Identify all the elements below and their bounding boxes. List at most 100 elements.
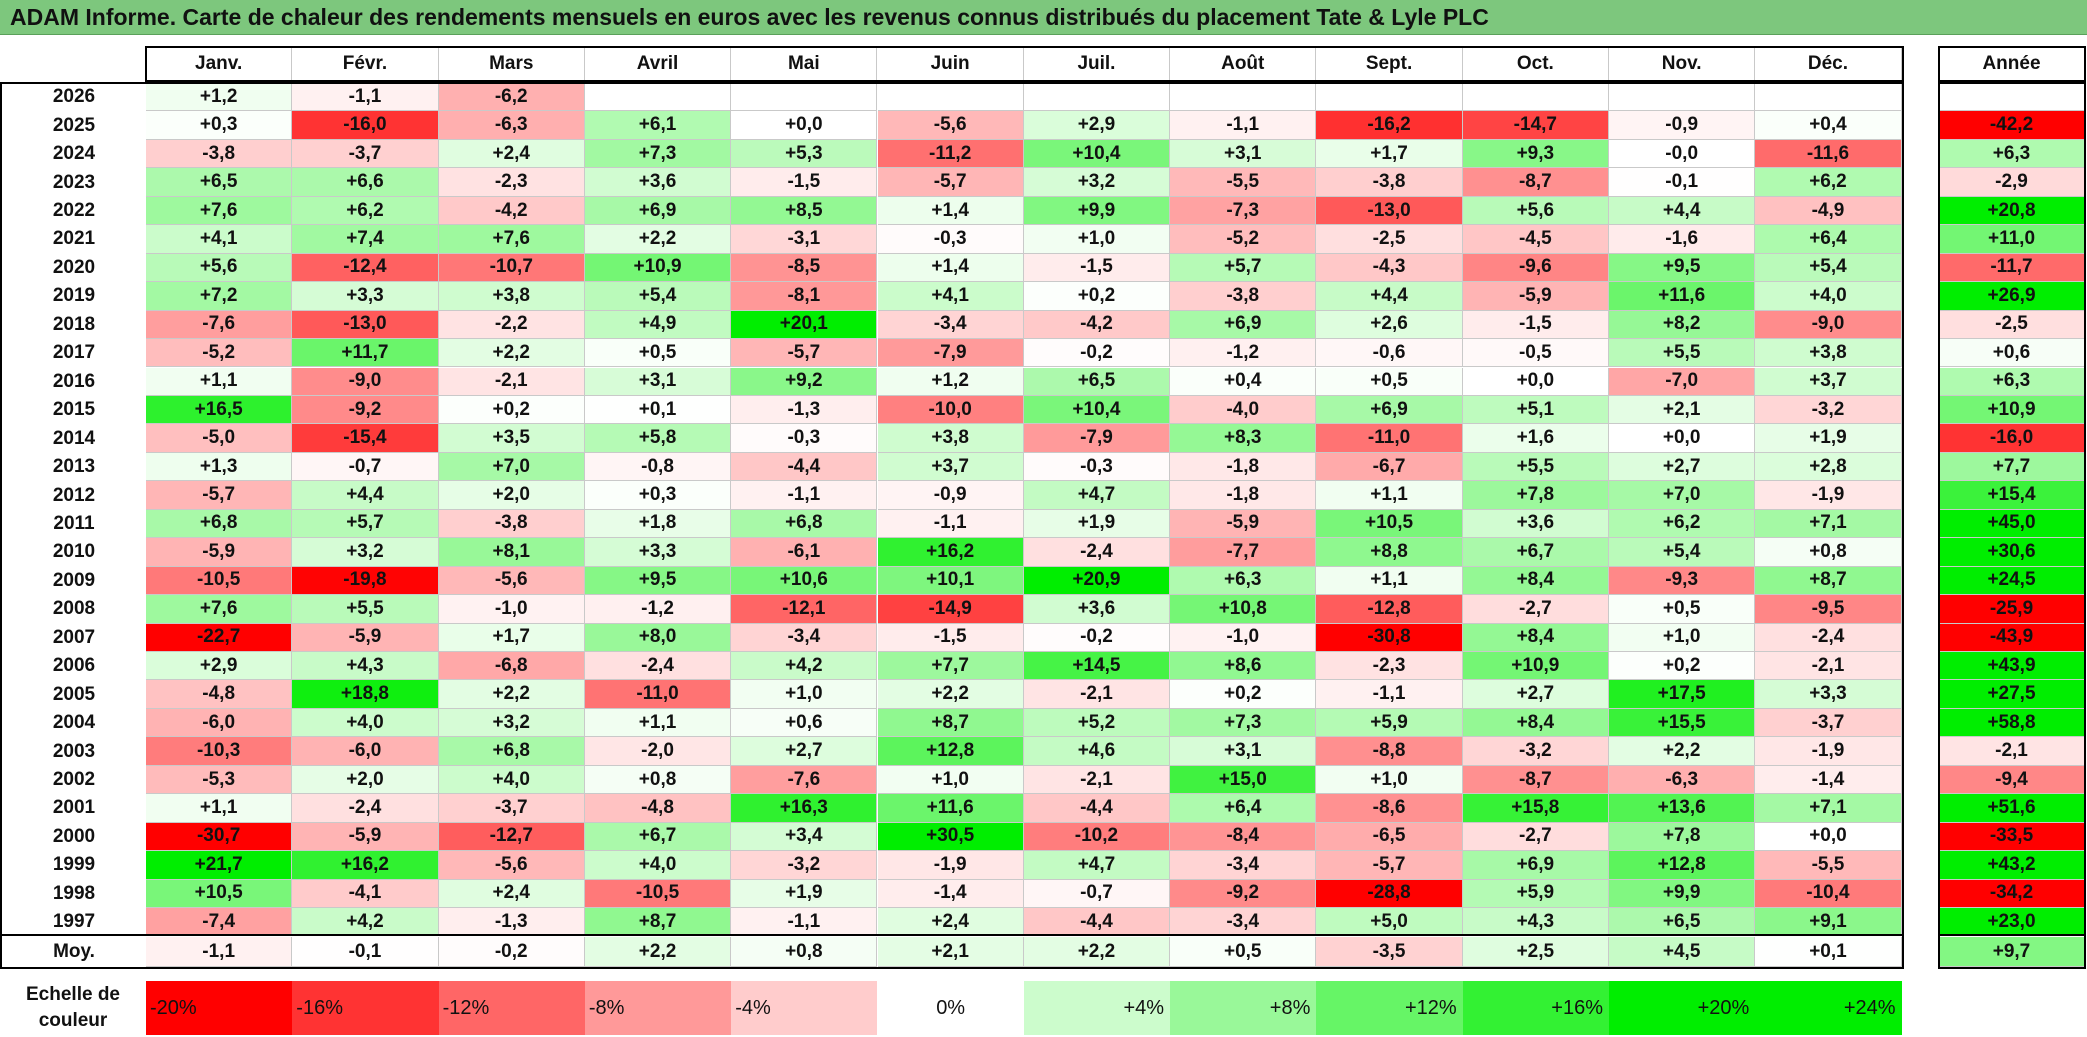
heatmap-cell: -1,2 bbox=[1170, 339, 1317, 368]
heatmap-cell: +3,3 bbox=[1755, 680, 1902, 709]
heatmap-cell: -11,2 bbox=[877, 139, 1024, 169]
report-title: ADAM Informe. Carte de chaleur des rende… bbox=[0, 0, 2087, 35]
year-label: 2021 bbox=[52, 228, 96, 250]
heatmap-cell: +6,9 bbox=[1170, 310, 1317, 340]
average-cell: +2,2 bbox=[1023, 937, 1171, 967]
heatmap-cell: +5,7 bbox=[1170, 253, 1317, 283]
average-cell: -0,2 bbox=[438, 937, 585, 967]
heatmap-cell: +16,2 bbox=[292, 851, 439, 880]
heatmap-cell: -2,4 bbox=[1755, 623, 1902, 652]
heatmap-cell: -5,7 bbox=[1316, 851, 1463, 880]
month-header: Sept. bbox=[1316, 47, 1463, 81]
year-label: 2005 bbox=[52, 683, 96, 705]
heatmap-cell: +7,6 bbox=[146, 196, 293, 226]
heatmap-cell: +8,5 bbox=[731, 196, 878, 226]
heatmap-cell: -8,6 bbox=[1316, 794, 1463, 823]
year-label: 1997 bbox=[52, 911, 96, 933]
heatmap-cell: +0,8 bbox=[584, 765, 732, 795]
color-scale-swatch: 0% bbox=[877, 981, 1024, 1035]
color-scale-swatch: -16% bbox=[292, 981, 439, 1035]
year-label: 2025 bbox=[52, 114, 96, 136]
heatmap-cell: +2,4 bbox=[877, 908, 1024, 937]
annual-cell: +6,3 bbox=[1939, 367, 2085, 396]
heatmap-cell: -5,6 bbox=[438, 851, 585, 880]
month-header: Mars bbox=[438, 47, 585, 81]
heatmap-cell: +6,8 bbox=[438, 737, 585, 766]
heatmap-cell: -8,1 bbox=[731, 282, 878, 311]
heatmap-cell: +2,2 bbox=[438, 680, 585, 709]
heatmap-cell: -1,3 bbox=[438, 908, 585, 937]
heatmap-cell: -1,3 bbox=[731, 395, 878, 425]
heatmap-cell: +21,7 bbox=[146, 851, 293, 880]
heatmap-cell: -2,3 bbox=[438, 168, 585, 197]
heatmap-cell: +4,9 bbox=[584, 310, 732, 340]
year-label: 2010 bbox=[52, 541, 96, 563]
heatmap-cell: +10,5 bbox=[146, 879, 293, 909]
heatmap-cell: -9,2 bbox=[292, 395, 439, 425]
heatmap-cell: +12,8 bbox=[1609, 851, 1756, 880]
heatmap-cell: +20,1 bbox=[731, 310, 878, 340]
annual-cell: -34,2 bbox=[1939, 879, 2085, 909]
year-label: 2024 bbox=[52, 143, 96, 165]
annual-cell: +20,8 bbox=[1939, 196, 2085, 226]
annual-cell: +43,9 bbox=[1939, 652, 2085, 681]
color-scale-label: Echelle de couleur bbox=[26, 984, 120, 1031]
heatmap-cell: +6,7 bbox=[1462, 538, 1609, 567]
heatmap-cell: -5,7 bbox=[731, 339, 878, 368]
heatmap-cell: +0,2 bbox=[1023, 282, 1171, 311]
heatmap-cell: -19,8 bbox=[292, 566, 439, 596]
heatmap-cell: +1,0 bbox=[1023, 225, 1171, 254]
heatmap-cell: -1,6 bbox=[1609, 225, 1756, 254]
heatmap-cell: -1,5 bbox=[731, 168, 878, 197]
month-header: Févr. bbox=[292, 47, 439, 81]
annual-cell: -11,7 bbox=[1939, 253, 2085, 283]
annual-cell: +6,3 bbox=[1939, 139, 2085, 169]
heatmap-cell: +20,9 bbox=[1023, 566, 1171, 596]
heatmap-cell: -4,9 bbox=[1755, 196, 1902, 226]
heatmap-cell: +0,5 bbox=[584, 339, 732, 368]
heatmap-cell: -3,4 bbox=[877, 310, 1024, 340]
heatmap-cell: -3,8 bbox=[438, 509, 585, 539]
heatmap-cell: +3,7 bbox=[1755, 367, 1902, 396]
heatmap-cell: -3,7 bbox=[292, 139, 439, 169]
heatmap-cell: -14,7 bbox=[1462, 111, 1609, 140]
heatmap-cell: -5,7 bbox=[146, 481, 293, 510]
heatmap-cell: -0,7 bbox=[1023, 879, 1171, 909]
heatmap-cell: +10,5 bbox=[1316, 509, 1463, 539]
heatmap-cell: +3,6 bbox=[1462, 509, 1609, 539]
heatmap-cell: -2,1 bbox=[1755, 652, 1902, 681]
heatmap-cell: -16,0 bbox=[292, 111, 439, 140]
month-header: Juin bbox=[877, 47, 1024, 81]
heatmap-cell: +8,2 bbox=[1609, 310, 1756, 340]
annual-cell: -42,2 bbox=[1939, 111, 2085, 140]
heatmap-cell: -1,1 bbox=[292, 83, 439, 112]
heatmap-cell: +3,1 bbox=[1170, 737, 1317, 766]
heatmap-cell: +10,8 bbox=[1170, 595, 1317, 624]
color-scale-swatch: -12% bbox=[438, 981, 585, 1035]
heatmap-cell: -7,6 bbox=[146, 310, 293, 340]
month-header: Oct. bbox=[1462, 47, 1609, 81]
heatmap-cell: +15,8 bbox=[1462, 794, 1609, 823]
heatmap-cell: -0,8 bbox=[584, 452, 732, 482]
heatmap-cell: -3,8 bbox=[1170, 282, 1317, 311]
heatmap-cell bbox=[1316, 83, 1463, 112]
year-label: 2016 bbox=[52, 370, 96, 392]
heatmap-cell: +6,6 bbox=[292, 168, 439, 197]
year-label: 2023 bbox=[52, 171, 96, 193]
heatmap-cell: +5,0 bbox=[1316, 908, 1463, 937]
annual-cell: -33,5 bbox=[1939, 822, 2085, 852]
annual-cell: +23,0 bbox=[1939, 908, 2085, 937]
heatmap-cell: -9,0 bbox=[1755, 310, 1902, 340]
year-label: 2007 bbox=[52, 626, 96, 648]
table-divider bbox=[0, 934, 1904, 936]
heatmap-cell: +2,0 bbox=[292, 765, 439, 795]
heatmap-cell: -8,8 bbox=[1316, 737, 1463, 766]
heatmap-cell: +6,9 bbox=[1316, 395, 1463, 425]
heatmap-cell: -3,4 bbox=[731, 623, 878, 652]
heatmap-cell: +14,5 bbox=[1023, 652, 1171, 681]
heatmap-cell: -5,6 bbox=[877, 111, 1024, 140]
heatmap-cell: +15,0 bbox=[1170, 765, 1317, 795]
heatmap-cell: +7,3 bbox=[584, 139, 732, 169]
heatmap-cell: +2,7 bbox=[1609, 452, 1756, 482]
heatmap-cell: -2,1 bbox=[1023, 765, 1171, 795]
